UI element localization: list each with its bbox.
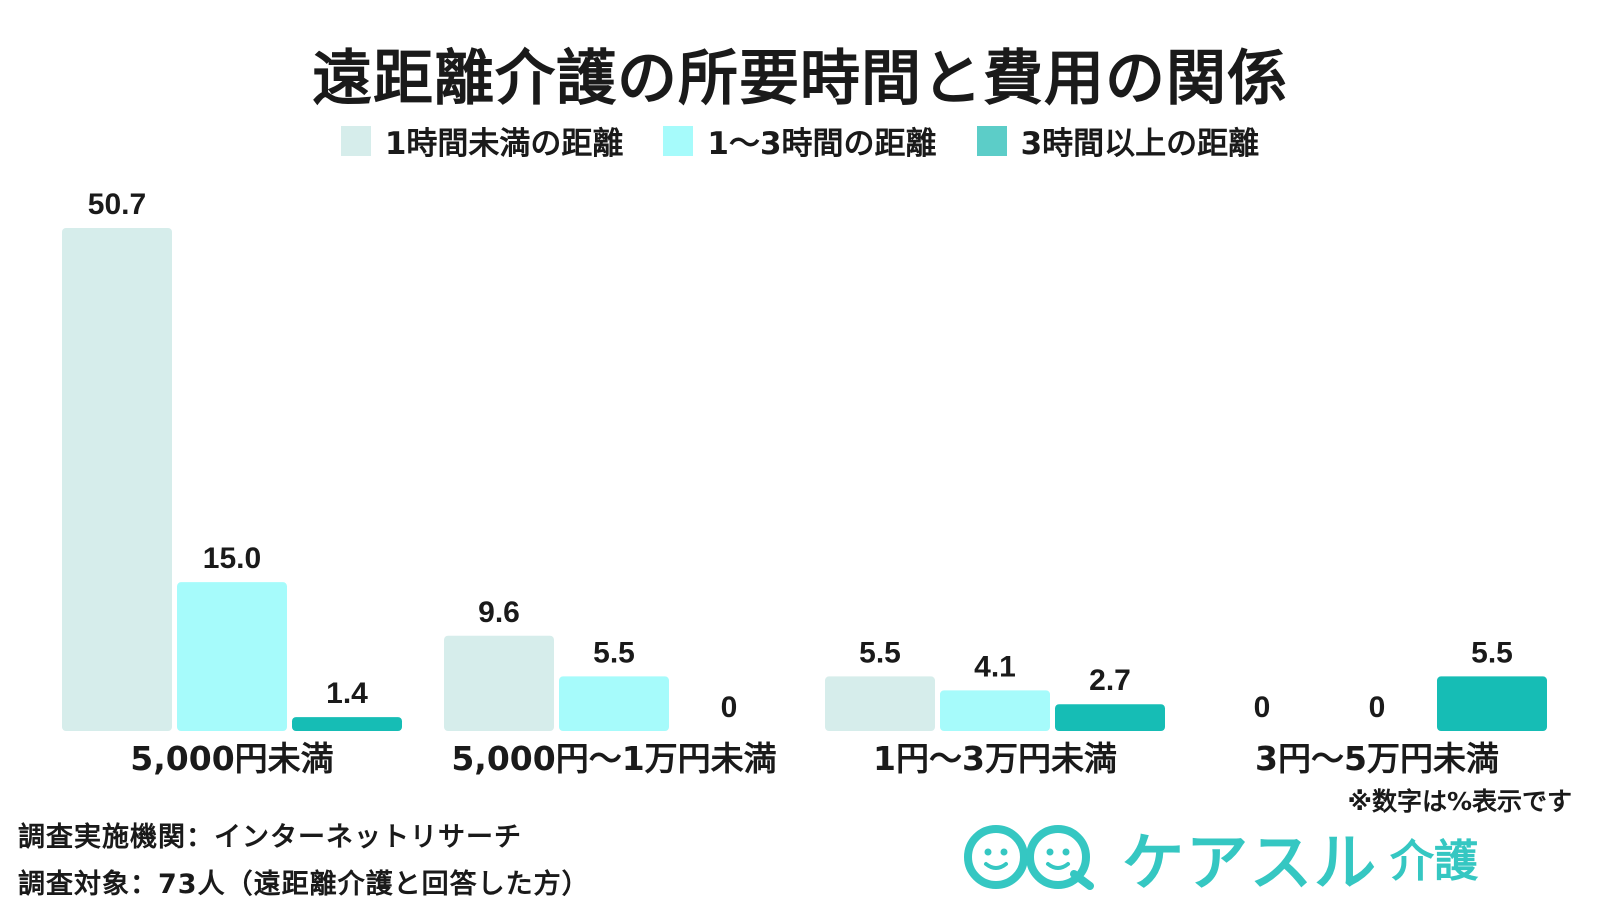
- chart-title: 遠距離介護の所要時間と費用の関係: [312, 44, 1288, 114]
- legend-label: 1時間未満の距離: [384, 126, 624, 162]
- legend-swatch: [663, 125, 694, 156]
- data-label: 0: [1254, 691, 1271, 724]
- category-label: 5,000円未満: [130, 739, 333, 778]
- legend-item-over-3-hours: 3時間以上の距離: [976, 118, 1260, 163]
- logo: ケアスル 介護: [962, 812, 1478, 902]
- bar: [292, 717, 402, 731]
- data-label: 5.5: [593, 636, 635, 669]
- data-label: 9.6: [478, 596, 520, 629]
- category-label: 5,000円～1万円未満: [451, 739, 776, 778]
- data-label: 0: [1369, 691, 1386, 724]
- legend-swatch: [340, 125, 371, 156]
- survey-method: 調査実施機関：インターネットリサーチ: [18, 822, 522, 853]
- legend-label: 3時間以上の距離: [1020, 126, 1260, 162]
- bar: [559, 676, 669, 731]
- unit-note: ※数字は%表示です: [1347, 787, 1572, 816]
- data-label: 50.7: [88, 188, 146, 221]
- bar: [825, 676, 935, 731]
- data-label: 5.5: [1471, 636, 1513, 669]
- category-label: 3円～5万円未満: [1255, 739, 1499, 778]
- smiley-face-icon: [964, 825, 1094, 890]
- legend-item-under-1-hour: 1時間未満の距離: [340, 118, 624, 163]
- bar: [940, 690, 1050, 731]
- legend: 1時間未満の距離 1～3時間の距離 3時間以上の距離: [0, 118, 1600, 163]
- data-label: 0: [721, 691, 738, 724]
- bar-chart: 50.7 15.0 1.4 5,000円未満 9.6 5.5 0 5,000円～1万円未満 5.…: [62, 188, 1547, 778]
- logo-text: ケアスル: [1122, 826, 1379, 899]
- survey-target: 調査対象：73人（遠距離介護と回答した方）: [18, 869, 590, 900]
- data-label: 5.5: [859, 636, 901, 669]
- legend-label: 1～3時間の距離: [707, 126, 937, 162]
- data-label: 4.1: [974, 650, 1016, 683]
- bar: [1437, 676, 1547, 731]
- data-label: 15.0: [203, 542, 261, 575]
- data-label: 2.7: [1089, 664, 1131, 697]
- data-label: 1.4: [326, 677, 368, 710]
- bar: [1055, 704, 1165, 731]
- bar: [177, 582, 287, 731]
- logo-subtext: 介護: [1390, 836, 1479, 887]
- legend-item-1-to-3-hours: 1～3時間の距離: [663, 118, 937, 163]
- legend-swatch: [976, 125, 1007, 156]
- category-label: 1円～3万円未満: [873, 739, 1117, 778]
- bar: [444, 635, 554, 731]
- bar: [62, 228, 172, 731]
